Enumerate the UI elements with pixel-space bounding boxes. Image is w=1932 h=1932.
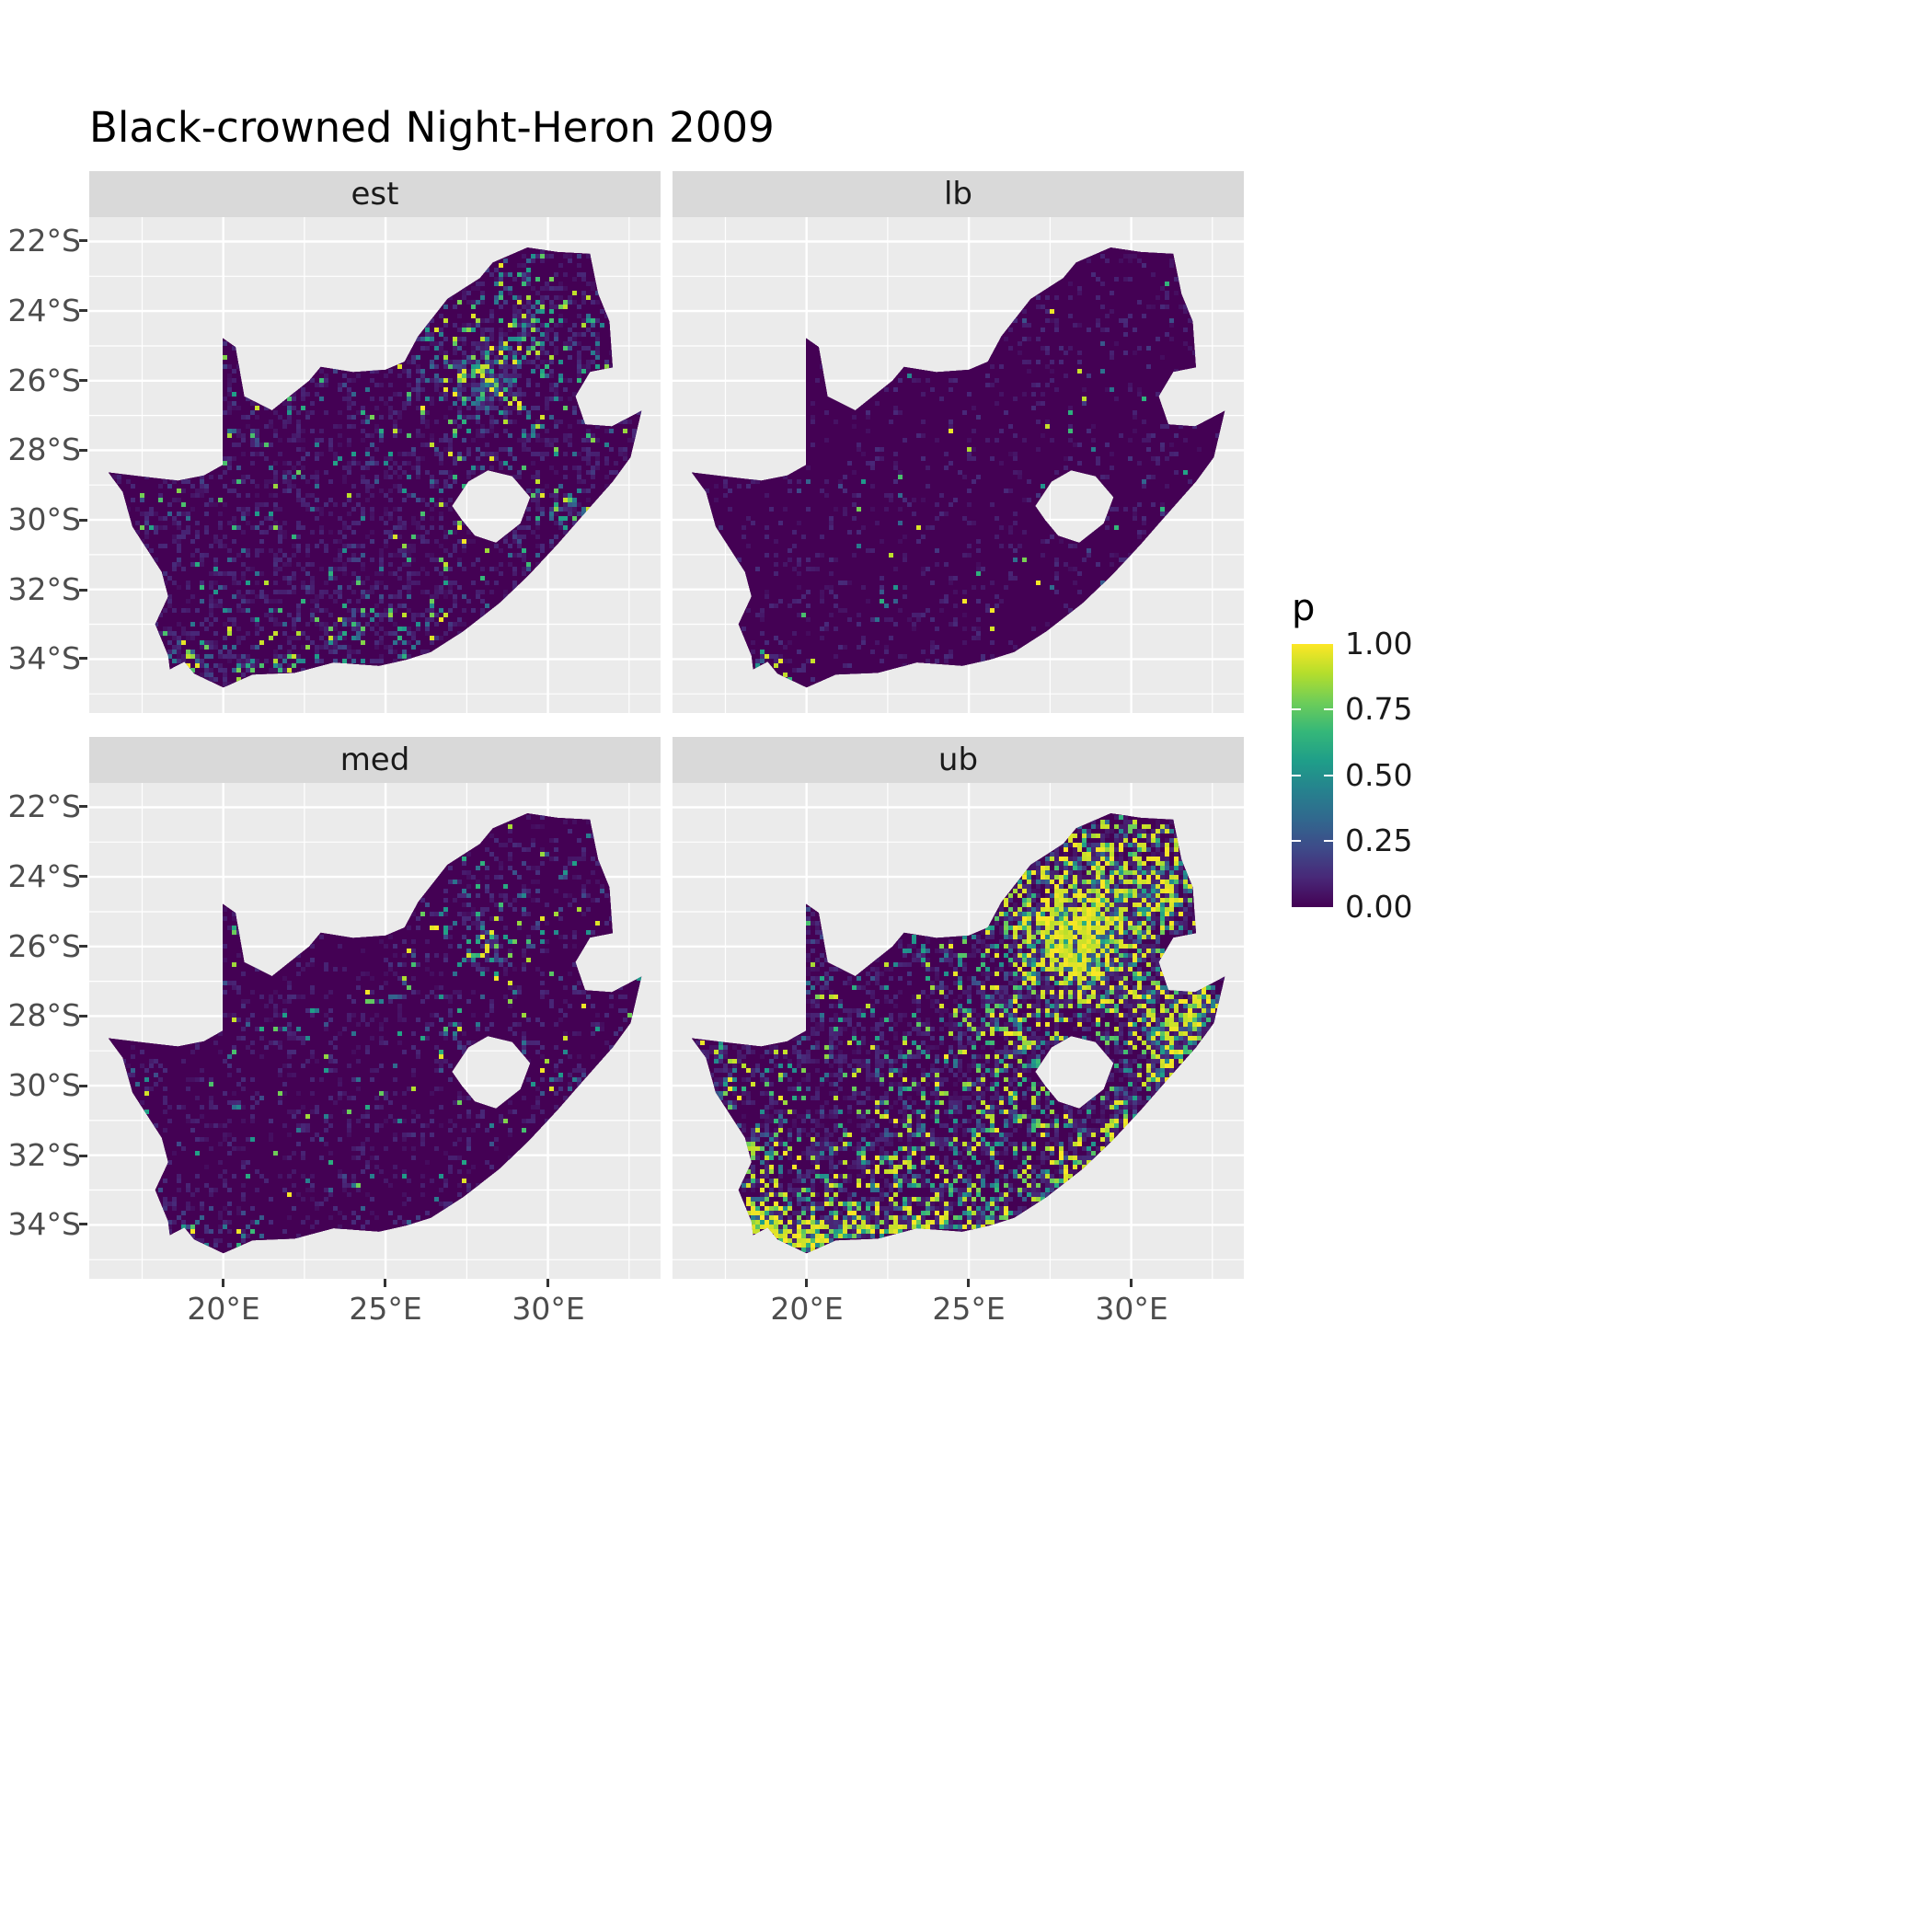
axis-tick (79, 1085, 87, 1087)
facet-strip-est: est (89, 171, 661, 217)
legend-tick (1324, 775, 1333, 776)
facet-strip-lb: lb (673, 171, 1244, 217)
legend-tick (1324, 708, 1333, 710)
x-axis-label: 30°E (512, 1291, 585, 1327)
axis-tick (79, 309, 87, 312)
legend-tick-label: 1.00 (1345, 626, 1413, 661)
map-est (89, 217, 661, 713)
legend-tick (1292, 708, 1301, 710)
axis-tick (79, 657, 87, 660)
chart-title: Black-crowned Night-Heron 2009 (89, 103, 775, 152)
y-axis-label: 32°S (7, 571, 81, 607)
axis-tick (79, 519, 87, 522)
legend-tick-label: 0.25 (1345, 822, 1413, 858)
axis-tick (79, 1155, 87, 1157)
facet-strip-label: lb (943, 176, 973, 213)
y-axis-label: 26°S (7, 362, 81, 398)
facet-lb: lb (673, 171, 1244, 713)
x-axis-label: 25°E (932, 1291, 1006, 1327)
y-axis-label: 24°S (7, 858, 81, 894)
legend-tick (1324, 840, 1333, 842)
axis-tick (79, 805, 87, 808)
facet-strip-label: est (351, 176, 399, 213)
axis-tick (79, 449, 87, 452)
facet-ub: ub (673, 737, 1244, 1279)
y-axis-label: 28°S (7, 431, 81, 467)
x-axis-label: 25°E (349, 1291, 422, 1327)
legend-title: p (1292, 587, 1316, 629)
axis-tick (1130, 1279, 1133, 1287)
facet-est: est (89, 171, 661, 713)
axis-tick (79, 1223, 87, 1225)
axis-tick (384, 1279, 386, 1287)
y-axis-label: 32°S (7, 1137, 81, 1173)
axis-tick (79, 239, 87, 242)
legend-tick-label: 0.50 (1345, 757, 1413, 793)
y-axis-label: 30°S (7, 1067, 81, 1103)
axis-tick (79, 379, 87, 382)
axis-tick (222, 1279, 224, 1287)
facet-strip-label: med (339, 742, 410, 778)
y-axis-label: 30°S (7, 501, 81, 537)
facet-panel-ub (673, 783, 1244, 1279)
facet-panel-lb (673, 217, 1244, 713)
legend-tick (1292, 775, 1301, 776)
axis-tick (546, 1279, 549, 1287)
legend: p 1.00 0.75 0.50 0.25 0.00 (1292, 587, 1531, 925)
x-axis-label: 30°E (1095, 1291, 1168, 1327)
axis-tick (79, 945, 87, 948)
facet-strip-label: ub (937, 742, 979, 778)
y-axis-label: 22°S (7, 788, 81, 824)
map-lb (673, 217, 1244, 713)
y-axis-label: 34°S (7, 640, 81, 676)
x-axis-label: 20°E (187, 1291, 260, 1327)
legend-tick (1292, 840, 1301, 842)
legend-tick-label: 0.75 (1345, 691, 1413, 727)
facet-strip-ub: ub (673, 737, 1244, 783)
axis-tick (805, 1279, 808, 1287)
map-ub (673, 783, 1244, 1279)
facet-strip-med: med (89, 737, 661, 783)
y-axis-label: 26°S (7, 928, 81, 964)
facet-panel-med (89, 783, 661, 1279)
facet-med: med (89, 737, 661, 1279)
axis-tick (79, 875, 87, 878)
facet-panel-est (89, 217, 661, 713)
axis-tick (79, 1015, 87, 1018)
x-axis-label: 20°E (770, 1291, 844, 1327)
legend-tick-label: 0.00 (1345, 889, 1413, 925)
y-axis-label: 24°S (7, 293, 81, 328)
y-axis-label: 28°S (7, 997, 81, 1033)
y-axis-label: 22°S (7, 223, 81, 259)
axis-tick (79, 589, 87, 592)
map-med (89, 783, 661, 1279)
y-axis-label: 34°S (7, 1206, 81, 1242)
axis-tick (967, 1279, 970, 1287)
